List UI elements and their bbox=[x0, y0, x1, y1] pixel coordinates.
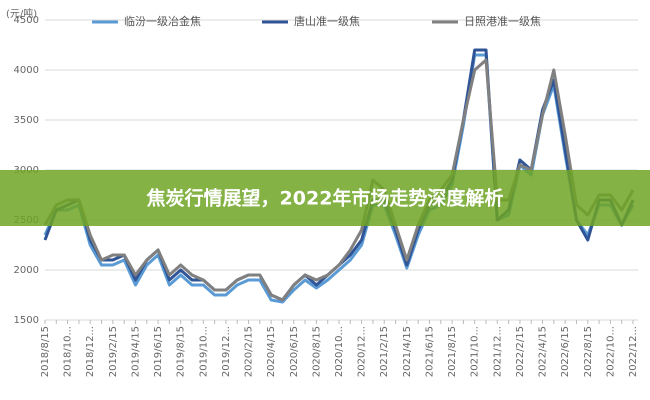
y-tick-label: 4500 bbox=[14, 15, 39, 26]
x-tick-label: 2019/6/15 bbox=[153, 326, 164, 377]
x-tick-label: 2022/12... bbox=[628, 326, 639, 377]
y-tick-label: 4000 bbox=[14, 65, 39, 76]
legend-item: 唐山准一级焦 bbox=[262, 14, 360, 28]
x-tick-label: 2019/10... bbox=[198, 326, 209, 377]
x-tick-label: 2020/10... bbox=[334, 326, 345, 377]
x-tick-label: 2021/12... bbox=[492, 326, 503, 377]
series-line bbox=[43, 58, 635, 302]
banner bbox=[0, 170, 650, 226]
x-tick-label: 2021/4/15 bbox=[402, 326, 413, 377]
legend-label: 日照港准一级焦 bbox=[464, 15, 541, 28]
x-tick-label: 2020/4/15 bbox=[266, 326, 277, 377]
x-tick-label: 2020/2/15 bbox=[244, 326, 255, 377]
y-tick-label: 2000 bbox=[14, 265, 39, 276]
x-tick-label: 2021/2/15 bbox=[379, 326, 390, 377]
x-tick-label: 2019/12... bbox=[221, 326, 232, 377]
x-tick-label: 2019/8/15 bbox=[176, 326, 187, 377]
x-tick-label: 2022/2/15 bbox=[515, 326, 526, 377]
x-tick-label: 2018/10... bbox=[63, 326, 74, 377]
legend-label: 临汾一级冶金焦 bbox=[124, 14, 201, 28]
banner-title: 焦炭行情展望，2022年市场走势深度解析 bbox=[146, 187, 504, 210]
x-tick-label: 2021/10... bbox=[470, 326, 481, 377]
x-tick-label: 2018/12... bbox=[85, 326, 96, 377]
x-tick-label: 2021/8/15 bbox=[447, 326, 458, 377]
x-tick-label: 2020/6/15 bbox=[289, 326, 300, 377]
x-tick-label: 2022/6/15 bbox=[560, 326, 571, 377]
x-tick-label: 2019/4/15 bbox=[130, 326, 141, 377]
x-tick-label: 2022/8/15 bbox=[583, 326, 594, 377]
x-tick-label: 2022/10... bbox=[605, 326, 616, 377]
x-tick-label: 2018/8/15 bbox=[40, 326, 51, 377]
x-tick-label: 2020/8/15 bbox=[311, 326, 322, 377]
legend-item: 临汾一级冶金焦 bbox=[92, 14, 201, 28]
legend-label: 唐山准一级焦 bbox=[294, 14, 360, 28]
y-tick-label: 1500 bbox=[14, 315, 39, 326]
legend-item: 日照港准一级焦 bbox=[432, 15, 541, 28]
x-tick-label: 2022/4/15 bbox=[538, 326, 549, 377]
x-tick-label: 2020/12... bbox=[357, 326, 368, 377]
y-axis-label: (元/吨) bbox=[6, 7, 37, 20]
x-tick-label: 2019/2/15 bbox=[108, 326, 119, 377]
y-tick-label: 3500 bbox=[14, 115, 39, 126]
x-tick-label: 2021/6/15 bbox=[424, 326, 435, 377]
